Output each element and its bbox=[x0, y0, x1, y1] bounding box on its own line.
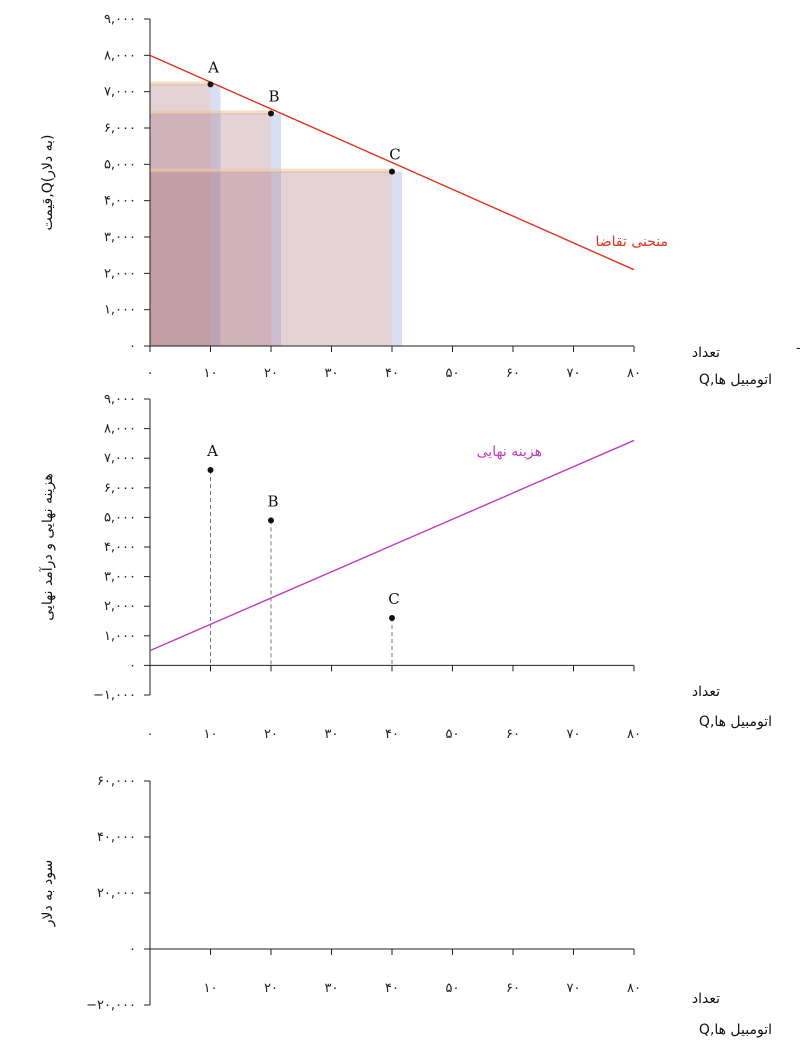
profit-panel: −۲۰,۰۰۰ ۰ ۲۰,۰۰۰ ۴۰,۰۰۰ ۶۰,۰۰۰ ۱۰ ۲۰ ۳۰ ۴۰ ۵۰ ۶۰ ۷۰… bbox=[40, 774, 772, 1038]
revenue-rect-top-edge-2 bbox=[150, 168, 392, 173]
x-tick-label: ۴۰ bbox=[385, 981, 399, 996]
y-tick-label: ۲,۰۰۰ bbox=[104, 266, 136, 281]
point-marker bbox=[207, 81, 214, 88]
x-tick-label: ۷۰ bbox=[567, 366, 581, 381]
y-tick-label: ۳,۰۰۰ bbox=[104, 230, 136, 245]
x-tick-label: ۲۰ bbox=[264, 366, 278, 381]
x-tick-label: ۱۰ bbox=[204, 981, 218, 996]
x-axis-label-line2: Q‚اتومبیل ها bbox=[699, 372, 772, 388]
y-tick-label: ۱,۰۰۰ bbox=[104, 303, 136, 318]
x-tick-label: ۶۰ bbox=[506, 727, 520, 742]
x-tick-label: ۵۰ bbox=[446, 727, 460, 742]
revenue-rect-2 bbox=[150, 171, 392, 346]
y-tick-label: −۲۰,۰۰۰ bbox=[86, 998, 136, 1013]
x-tick-label: ۳۰ bbox=[325, 366, 339, 381]
y-tick-label: ۲,۰۰۰ bbox=[104, 599, 136, 614]
y-tick-label: ۶,۰۰۰ bbox=[104, 121, 136, 136]
y-axis-label: هزینه نهایی و درآمد نهایی bbox=[39, 473, 56, 620]
revenue-rect-side-edge-0 bbox=[210, 84, 221, 347]
x-tick-label: ۰ bbox=[147, 366, 154, 381]
point-marker bbox=[207, 467, 214, 474]
revenue-rect-top-edge-0 bbox=[150, 81, 211, 86]
demand-panel: ۰ ۱,۰۰۰ ۲,۰۰۰ ۳,۰۰۰ ۴,۰۰۰ ۵,۰۰۰ ۶,۰۰۰ ۷,۰۰۰ ۸,۰۰… bbox=[40, 12, 772, 388]
series-line-0 bbox=[149, 54, 635, 271]
y-tick-label: ۳,۰۰۰ bbox=[104, 570, 136, 585]
y-tick-label: ۷,۰۰۰ bbox=[104, 451, 136, 466]
x-tick-label: ۳۰ bbox=[325, 727, 339, 742]
point-label: A bbox=[207, 58, 219, 76]
y-tick-label: ۸,۰۰۰ bbox=[104, 48, 136, 63]
y-tick-label: ۱,۰۰۰ bbox=[104, 629, 136, 644]
y-tick-label: ۴۰,۰۰۰ bbox=[97, 830, 136, 845]
x-tick-label: ۸۰ bbox=[627, 727, 641, 742]
revenue-rect-side-edge-1 bbox=[271, 113, 281, 346]
point-marker bbox=[389, 615, 395, 622]
x-tick-label: ۷۰ bbox=[567, 727, 581, 742]
point-marker bbox=[268, 110, 274, 117]
series-line-0 bbox=[149, 439, 635, 652]
x-axis-label-line2: Q‚اتومبیل ها bbox=[699, 714, 772, 730]
x-tick-label: ۶۰ bbox=[506, 981, 520, 996]
point-label: B bbox=[267, 492, 278, 510]
y-tick-label: ۶۰,۰۰۰ bbox=[97, 774, 136, 789]
revenue-rect-top-edge-1 bbox=[150, 110, 271, 115]
y-tick-label: ۰ bbox=[129, 942, 136, 957]
x-axis-label-line1: تعداد bbox=[692, 345, 720, 361]
y-tick-label: ۹,۰۰۰ bbox=[104, 12, 136, 27]
y-tick-label: ۸,۰۰۰ bbox=[104, 422, 136, 437]
x-tick-label: ۷۰ bbox=[567, 981, 581, 996]
x-tick-label: ۲۰ bbox=[264, 981, 278, 996]
x-axis-label-line2: Q‚اتومبیل ها bbox=[699, 1022, 772, 1038]
revenue-rect-side-edge-2 bbox=[392, 171, 402, 346]
y-tick-label: −۱,۰۰۰ bbox=[93, 688, 136, 703]
y-tick-label: ۶,۰۰۰ bbox=[104, 481, 136, 496]
series-label-0: هزینه نهایی bbox=[477, 444, 542, 460]
y-tick-label: ۲۰,۰۰۰ bbox=[97, 886, 136, 901]
point-label: C bbox=[388, 590, 399, 608]
point-label: B bbox=[268, 87, 279, 105]
stray-mark: - bbox=[796, 341, 801, 356]
y-tick-label: ۷,۰۰۰ bbox=[104, 85, 136, 100]
x-tick-label: ۴۰ bbox=[385, 727, 399, 742]
x-tick-label: ۴۰ bbox=[385, 366, 399, 381]
y-tick-label: ۹,۰۰۰ bbox=[104, 392, 136, 407]
point-marker bbox=[268, 517, 274, 524]
x-tick-label: ۳۰ bbox=[325, 981, 339, 996]
x-tick-label: ۸۰ bbox=[627, 981, 641, 996]
y-axis-label: سود به دلار bbox=[40, 860, 56, 927]
revenue-rect-0 bbox=[150, 84, 211, 347]
y-tick-label: ۰ bbox=[129, 658, 136, 673]
marginal-cost-panel: −۱,۰۰۰ ۰ ۱,۰۰۰ ۲,۰۰۰ ۳,۰۰۰ ۴,۰۰۰ ۵,۰۰۰ ۶,۰۰۰ ۷,۰… bbox=[39, 392, 772, 742]
x-tick-label: ۸۰ bbox=[627, 366, 641, 381]
y-tick-label: ۵,۰۰۰ bbox=[104, 510, 136, 525]
y-tick-label: ۵,۰۰۰ bbox=[104, 157, 136, 172]
point-marker bbox=[389, 168, 395, 175]
x-tick-label: ۶۰ bbox=[506, 366, 520, 381]
x-tick-label: ۰ bbox=[147, 727, 154, 742]
x-tick-label: ۱۰ bbox=[204, 366, 218, 381]
point-label: C bbox=[389, 146, 400, 164]
x-axis-label-line1: تعداد bbox=[692, 991, 720, 1007]
x-tick-label: ۲۰ bbox=[264, 727, 278, 742]
x-axis-label-line1: تعداد bbox=[692, 684, 720, 700]
x-tick-label: ۵۰ bbox=[446, 981, 460, 996]
y-axis-label: قیمت‚Q(به دلار) bbox=[40, 134, 56, 230]
y-tick-label: ۰ bbox=[129, 339, 136, 354]
y-tick-label: ۴,۰۰۰ bbox=[104, 540, 136, 555]
point-label: A bbox=[206, 442, 218, 460]
x-tick-label: ۵۰ bbox=[446, 366, 460, 381]
y-tick-label: ۴,۰۰۰ bbox=[104, 194, 136, 209]
x-tick-label: ۱۰ bbox=[204, 727, 218, 742]
revenue-rect-1 bbox=[150, 113, 271, 346]
series-label-0: منحنی تقاضا bbox=[595, 234, 668, 250]
